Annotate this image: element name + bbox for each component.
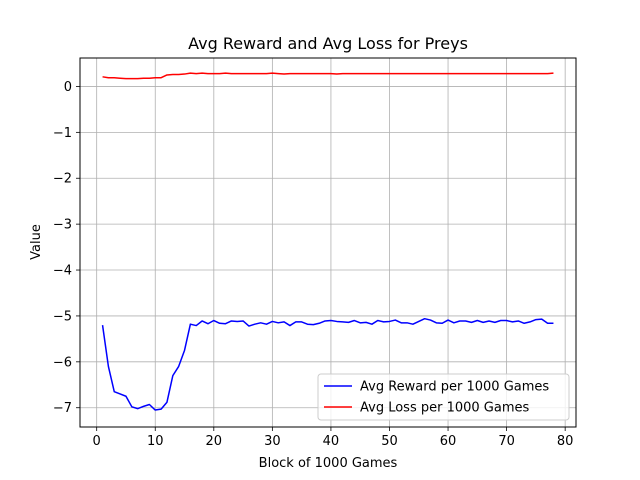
legend-box (317, 373, 570, 421)
x-tick-label: 20 (206, 434, 223, 449)
x-tick-label: 0 (93, 434, 101, 449)
x-tick-label: 30 (264, 434, 281, 449)
legend-label: Avg Loss per 1000 Games (360, 401, 530, 416)
series-line-2 (102, 72, 554, 80)
x-axis-label: Block of 1000 Games (259, 456, 398, 471)
series-line-1 (101, 317, 554, 411)
x-tick-label: 70 (498, 434, 515, 449)
y-tick-label: −4 (53, 264, 72, 279)
x-tick-label: 10 (147, 434, 164, 449)
y-tick-label: −1 (53, 126, 72, 141)
x-tick-label: 60 (440, 434, 457, 449)
x-tick-label: 80 (557, 434, 574, 449)
series-lines (101, 72, 554, 411)
x-tick-label: 50 (381, 434, 398, 449)
plot-area-frame (79, 57, 577, 428)
y-tick-label: −7 (53, 401, 72, 416)
y-tick-label: −2 (53, 172, 72, 187)
chart-title: Avg Reward and Avg Loss for Preys (188, 34, 468, 53)
y-tick-label: −5 (53, 309, 72, 324)
y-tick-label: −6 (53, 355, 72, 370)
y-tick-label: −3 (53, 218, 72, 233)
x-tick-label: 40 (323, 434, 340, 449)
y-axis-label: Value (29, 224, 44, 260)
legend: Avg Reward per 1000 Games Avg Loss per 10… (317, 373, 570, 421)
grid-lines (80, 58, 576, 427)
y-tick-label: 0 (64, 80, 72, 95)
legend-label: Avg Reward per 1000 Games (360, 380, 549, 395)
axis-ticks: 0 10 20 30 40 50 60 70 80 0 −1 −2 −3 −4 −5 −6 −7 (53, 80, 574, 449)
